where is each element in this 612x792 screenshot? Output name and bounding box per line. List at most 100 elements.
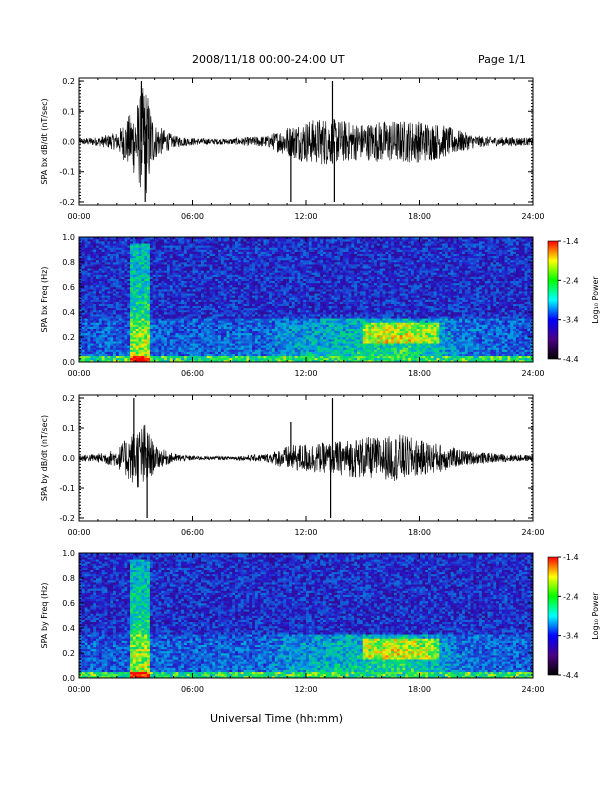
heat-cell — [189, 255, 193, 259]
heat-cell — [206, 245, 210, 248]
heat-cell — [181, 326, 185, 329]
heat-cell — [277, 322, 281, 325]
heat-cell — [178, 359, 182, 363]
heat-cell — [124, 343, 128, 346]
heat-cell — [84, 276, 88, 279]
heat-cell — [260, 355, 264, 359]
heat-cell — [257, 309, 261, 313]
heat-cell — [81, 262, 85, 265]
heat-cell — [147, 266, 151, 269]
heat-cell — [138, 343, 142, 346]
heat-cell — [118, 270, 122, 273]
heat-cell — [209, 280, 213, 284]
heat-cell — [277, 297, 281, 300]
heat-cell — [90, 297, 94, 300]
heat-cell — [130, 314, 134, 317]
heat-cell — [286, 247, 290, 250]
heat-cell — [294, 337, 298, 340]
heat-cell — [93, 291, 97, 294]
heat-cell — [87, 307, 91, 311]
heat-cell — [271, 301, 276, 304]
heat-cell — [121, 270, 125, 273]
y-tick-label: -0.2 — [59, 198, 75, 207]
heat-cell — [249, 337, 253, 340]
heat-cell — [118, 341, 122, 344]
heat-cell — [300, 330, 304, 334]
heat-cell — [181, 357, 185, 361]
heat-cell — [192, 355, 196, 359]
heat-cell — [277, 282, 281, 286]
heat-cell — [300, 247, 304, 250]
heat-cell — [229, 280, 233, 284]
heat-cell — [181, 316, 185, 319]
heat-cell — [277, 241, 281, 244]
heat-cell — [164, 305, 168, 309]
heat-cell — [283, 351, 287, 354]
heat-cell — [183, 332, 188, 336]
heat-cell — [169, 343, 173, 346]
heat-cell — [254, 241, 259, 244]
heat-cell — [127, 322, 131, 325]
heat-cell — [303, 297, 307, 300]
heat-cell — [118, 247, 122, 250]
heat-cell — [161, 353, 165, 357]
heat-cell — [303, 241, 307, 244]
heat-cell — [158, 337, 162, 340]
heat-cell — [96, 241, 100, 244]
heat-cell — [286, 255, 290, 259]
heat-cell — [198, 264, 202, 267]
heat-cell — [277, 253, 281, 257]
heat-cell — [229, 353, 233, 357]
heat-cell — [181, 272, 185, 275]
heat-cell — [79, 266, 83, 269]
heat-cell — [101, 320, 105, 323]
heat-cell — [175, 305, 179, 309]
heat-cell — [263, 312, 267, 315]
heat-cell — [166, 359, 171, 363]
heat-cell — [175, 353, 179, 357]
heat-cell — [110, 324, 114, 327]
heat-cell — [183, 264, 188, 267]
heat-cell — [189, 347, 193, 350]
heat-cell — [226, 264, 230, 267]
heat-cell — [229, 270, 233, 273]
heat-cell — [115, 289, 120, 292]
heat-cell — [152, 337, 156, 340]
heat-cell — [115, 237, 120, 240]
heat-cell — [147, 259, 151, 263]
heat-cell — [271, 264, 276, 267]
heat-cell — [138, 243, 142, 246]
heat-cell — [158, 268, 162, 271]
heat-cell — [300, 341, 304, 344]
heat-cell — [124, 326, 128, 329]
heat-cell — [257, 347, 261, 350]
heat-cell — [141, 301, 145, 304]
heat-cell — [300, 293, 304, 296]
heat-cell — [252, 266, 256, 269]
heat-cell — [201, 322, 205, 325]
heat-cell — [232, 339, 236, 342]
heat-cell — [175, 359, 179, 363]
heat-cell — [274, 326, 278, 329]
heat-cell — [277, 257, 281, 261]
heat-cell — [294, 359, 298, 363]
heat-cell — [90, 264, 94, 267]
heat-cell — [240, 278, 244, 282]
heat-cell — [110, 259, 114, 263]
heat-cell — [223, 280, 227, 284]
heat-cell — [229, 332, 233, 336]
heat-cell — [113, 347, 117, 350]
heat-cell — [81, 349, 85, 352]
heat-cell — [300, 351, 304, 354]
heat-cell — [101, 328, 105, 332]
heat-cell — [130, 343, 134, 346]
heat-cell — [181, 264, 185, 267]
heat-cell — [144, 328, 148, 332]
heat-cell — [141, 339, 145, 342]
heat-cell — [297, 343, 301, 346]
heat-cell — [274, 312, 278, 315]
heat-cell — [144, 276, 148, 279]
heat-cell — [206, 282, 210, 286]
heat-cell — [240, 318, 244, 321]
heat-cell — [283, 355, 287, 359]
